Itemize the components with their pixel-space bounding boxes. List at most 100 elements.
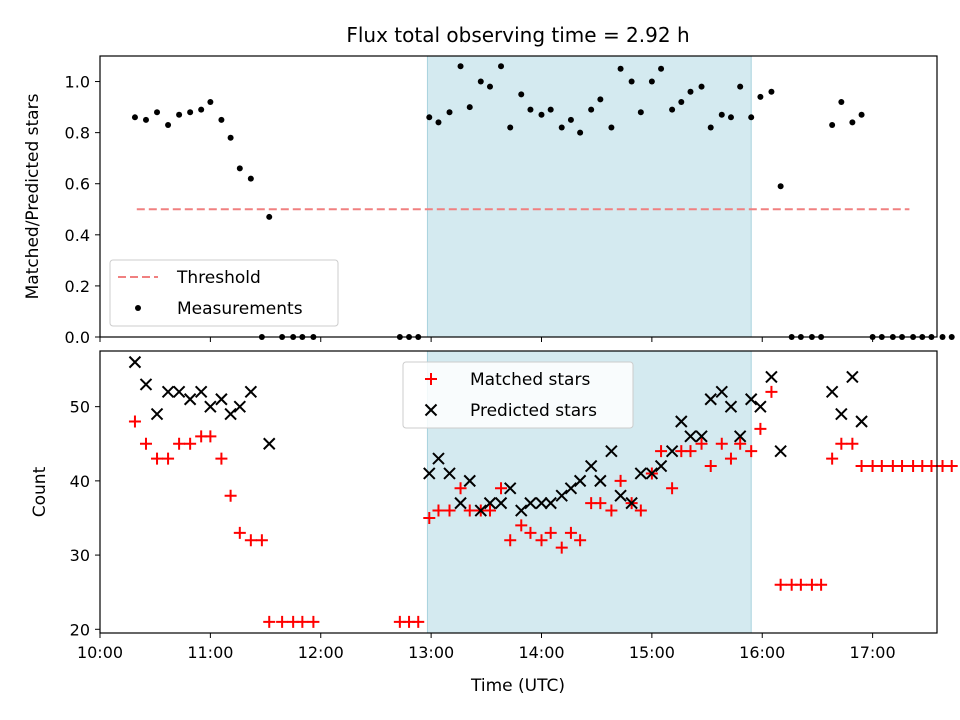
measurement-point bbox=[829, 121, 836, 128]
matched-star-marker bbox=[535, 534, 548, 547]
x-tick-label: 13:00 bbox=[408, 643, 454, 662]
y-tick-label: 40 bbox=[70, 472, 90, 491]
measurement-point bbox=[698, 83, 705, 90]
measurement-point bbox=[154, 109, 161, 116]
measurement-point bbox=[527, 106, 534, 113]
predicted-star-marker bbox=[665, 444, 679, 458]
legend-label: Threshold bbox=[176, 268, 261, 288]
predicted-star-marker bbox=[454, 496, 467, 510]
legend-box bbox=[109, 259, 339, 327]
predicted-star-marker bbox=[695, 430, 708, 443]
measurement-point bbox=[658, 65, 665, 72]
count-panel: 20 30 40 50 10:00 11:00 12:00 13:00 14:00 15:00 16… bbox=[30, 350, 958, 662]
legend-label: Measurements bbox=[177, 299, 303, 319]
measurement-point bbox=[457, 63, 464, 70]
series-predicted-stars bbox=[128, 355, 868, 517]
matched-star-marker bbox=[162, 452, 175, 465]
measurement-point bbox=[678, 98, 685, 105]
matched-star-marker bbox=[432, 504, 445, 517]
matched-star-marker bbox=[495, 482, 508, 495]
legend-label: Predicted stars bbox=[470, 401, 597, 421]
matched-star-marker bbox=[483, 504, 496, 517]
measurement-point bbox=[176, 111, 183, 118]
matched-star-marker bbox=[684, 445, 697, 458]
x-tick-label: 16:00 bbox=[739, 643, 785, 662]
matched-star-marker bbox=[139, 437, 152, 450]
y-tick-label: 30 bbox=[70, 546, 90, 565]
measurement-point bbox=[131, 114, 138, 121]
matched-star-marker bbox=[745, 445, 758, 458]
axes-frame bbox=[99, 350, 938, 634]
matched-star-marker bbox=[896, 460, 909, 473]
y-tick-label: 0.2 bbox=[65, 277, 90, 296]
predicted-star-marker bbox=[161, 385, 175, 399]
predicted-star-marker bbox=[544, 496, 557, 510]
x-tick-label: 12:00 bbox=[298, 643, 344, 662]
predicted-star-marker bbox=[183, 393, 197, 406]
predicted-star-marker bbox=[504, 482, 517, 495]
measurement-point bbox=[507, 124, 514, 131]
matched-star-marker bbox=[835, 437, 848, 450]
predicted-star-marker bbox=[754, 400, 767, 413]
predicted-star-marker bbox=[128, 355, 142, 369]
predicted-star-marker bbox=[555, 489, 568, 502]
matched-star-marker bbox=[204, 430, 217, 443]
matched-star-marker bbox=[715, 437, 728, 450]
matched-star-marker bbox=[695, 437, 708, 450]
predicted-star-marker bbox=[825, 385, 839, 399]
measurement-point bbox=[435, 119, 442, 126]
matched-star-marker bbox=[605, 504, 618, 517]
matched-star-marker bbox=[614, 474, 627, 487]
measurement-point bbox=[608, 124, 615, 131]
y-tick-label: 0.4 bbox=[65, 226, 90, 245]
matched-star-marker bbox=[655, 445, 668, 458]
measurement-point bbox=[426, 114, 433, 121]
matched-star-marker bbox=[224, 489, 237, 502]
matched-star-marker bbox=[734, 437, 747, 450]
predicted-star-marker bbox=[704, 393, 717, 406]
measurement-point bbox=[547, 106, 554, 113]
measurement-point bbox=[718, 111, 725, 118]
measurement-point bbox=[466, 104, 473, 111]
measurement-point bbox=[567, 116, 574, 123]
measurement-point bbox=[617, 65, 624, 72]
predicted-star-marker bbox=[483, 496, 497, 510]
matched-star-marker bbox=[423, 511, 436, 524]
y-tick-label: 20 bbox=[70, 620, 90, 639]
matched-star-marker bbox=[574, 534, 587, 547]
matched-star-marker bbox=[173, 437, 186, 450]
predicted-star-marker bbox=[684, 430, 697, 443]
measurement-point bbox=[207, 98, 214, 105]
measurement-point bbox=[637, 109, 644, 116]
observing-window-band bbox=[426, 55, 752, 338]
predicted-star-marker bbox=[244, 385, 258, 399]
predicted-star-marker bbox=[423, 467, 436, 480]
measurement-point bbox=[838, 98, 845, 105]
matched-star-marker bbox=[765, 385, 778, 398]
measurement-point bbox=[707, 124, 714, 131]
matched-star-marker bbox=[815, 578, 828, 591]
matched-star-marker bbox=[296, 615, 309, 628]
predicted-star-marker bbox=[625, 496, 638, 510]
y-axis-label: Matched/Predicted stars bbox=[23, 93, 43, 299]
legend: Matched stars Predicted stars bbox=[402, 361, 634, 429]
measurement-point bbox=[948, 334, 955, 340]
matched-star-marker bbox=[151, 452, 164, 465]
matched-star-marker bbox=[233, 526, 246, 539]
predicted-star-marker bbox=[846, 370, 859, 384]
predicted-star-marker bbox=[150, 407, 164, 421]
matched-star-marker bbox=[244, 534, 257, 547]
predicted-star-marker bbox=[594, 474, 607, 488]
matched-star-marker bbox=[215, 452, 228, 465]
measurement-point bbox=[247, 175, 254, 182]
matched-star-marker bbox=[875, 460, 888, 473]
predicted-star-marker bbox=[605, 444, 618, 458]
predicted-star-marker bbox=[224, 407, 237, 421]
matched-star-marker bbox=[515, 519, 528, 532]
matched-star-marker bbox=[774, 578, 787, 591]
measurement-point bbox=[142, 116, 149, 123]
predicted-star-marker bbox=[634, 467, 648, 480]
predicted-star-marker bbox=[194, 385, 208, 399]
measurement-point bbox=[187, 109, 194, 116]
measurement-point bbox=[165, 121, 172, 128]
